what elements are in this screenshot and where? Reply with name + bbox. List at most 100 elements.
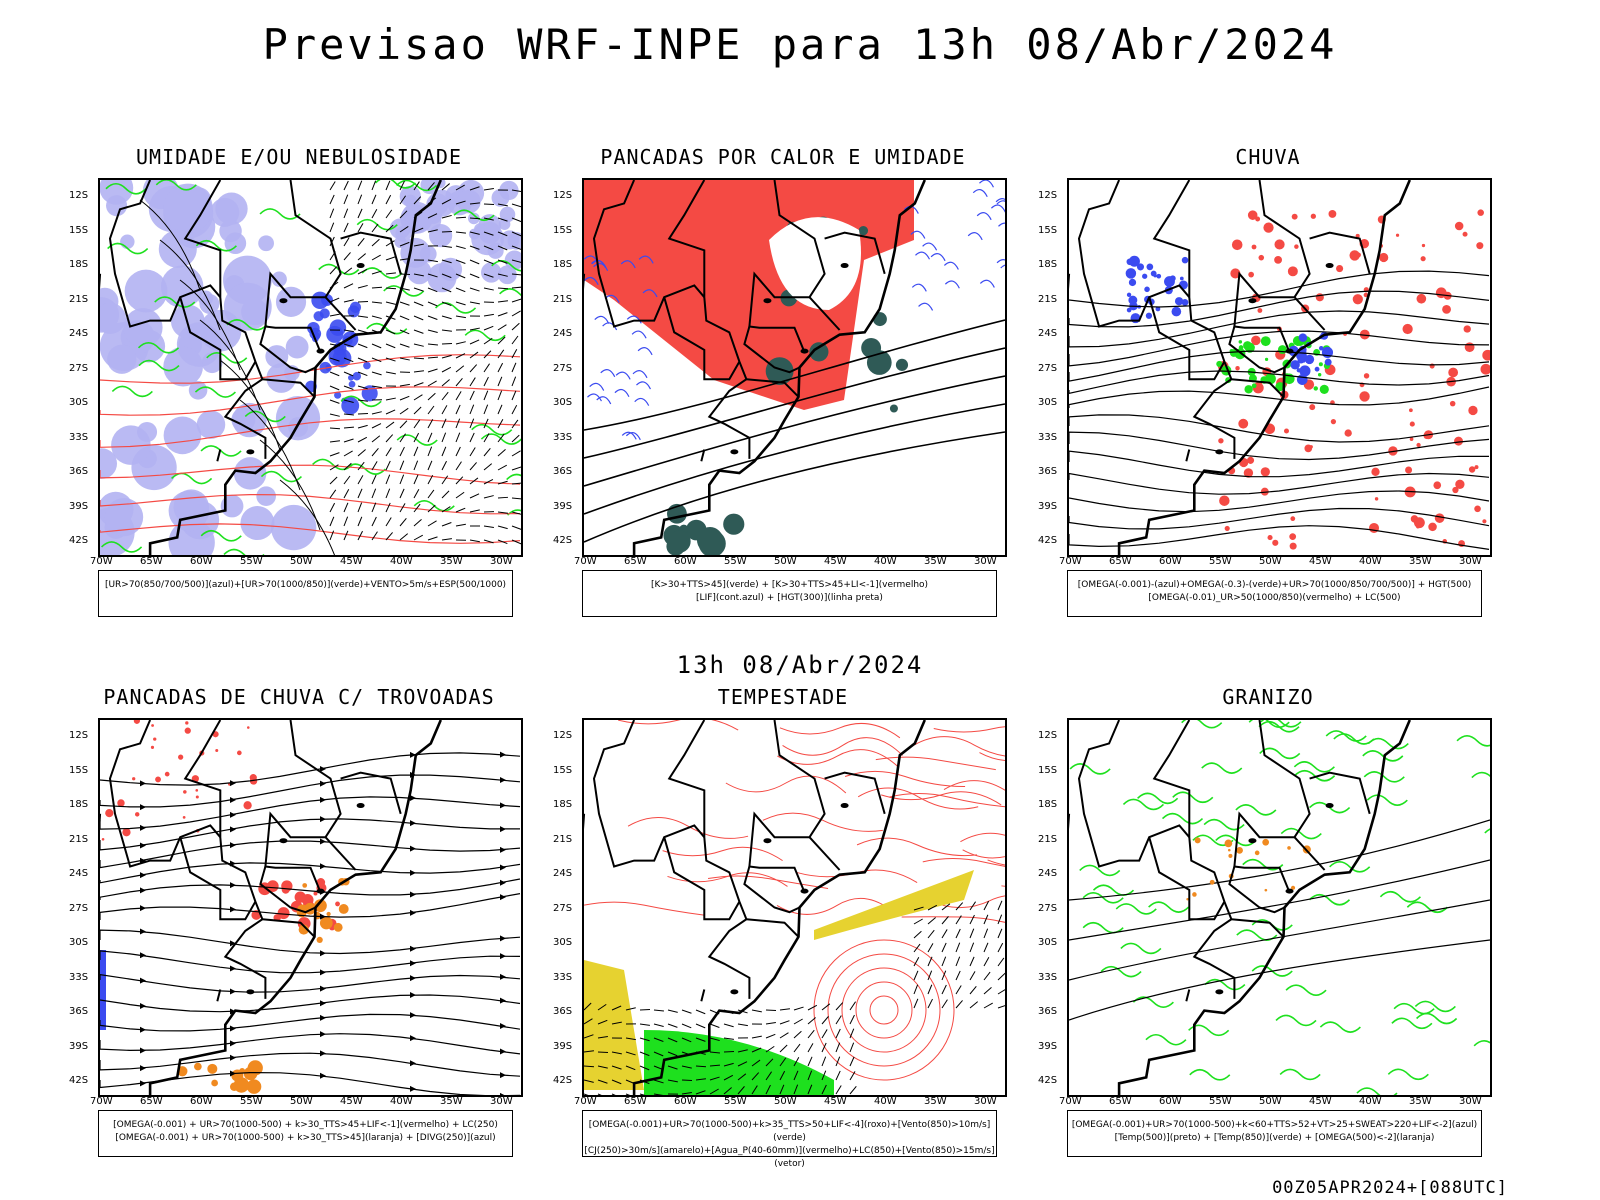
lon-tick: 35W [440, 556, 463, 567]
lat-tick: 30S [1038, 397, 1058, 408]
lon-tick: 70W [90, 556, 113, 567]
lat-tick: 39S [1038, 1040, 1058, 1052]
lon-tick: 50W [290, 1096, 313, 1107]
lon-tick: 45W [824, 556, 847, 567]
lon-tick: 50W [1259, 1096, 1282, 1107]
lat-tick: 39S [69, 1040, 89, 1052]
lon-tick: 40W [390, 556, 413, 567]
lon-tick: 30W [974, 1096, 997, 1107]
lat-tick: 42S [1038, 1075, 1058, 1086]
lon-tick: 35W [440, 1096, 463, 1107]
lon-tick: 45W [340, 556, 363, 567]
lon-tick: 60W [1159, 556, 1182, 567]
lat-tick: 27S [1038, 362, 1058, 374]
lon-tick: 55W [240, 1096, 263, 1107]
lat-tick: 36S [69, 466, 89, 477]
lon-tick: 55W [1209, 1096, 1232, 1107]
panel-title: PANCADAS POR CALOR E UMIDADE [600, 145, 966, 169]
lon-tick: 30W [974, 556, 997, 567]
map-svg [100, 180, 521, 555]
lon-tick: 45W [824, 1096, 847, 1107]
lat-tick: 42S [69, 1075, 89, 1086]
lon-tick: 65W [1109, 556, 1132, 567]
lat-tick: 18S [69, 259, 89, 270]
lat-tick: 24S [1038, 328, 1058, 339]
lon-tick: 40W [874, 1096, 897, 1107]
lat-tick: 27S [69, 362, 89, 374]
lon-tick: 60W [1159, 1096, 1182, 1107]
lat-tick: 36S [1038, 1006, 1058, 1017]
lat-tick: 33S [1038, 431, 1058, 443]
lat-tick: 36S [553, 1006, 573, 1017]
lon-tick: 40W [1359, 1096, 1382, 1107]
lon-tick: 70W [1059, 556, 1082, 567]
lon-tick: 65W [1109, 1096, 1132, 1107]
lat-tick: 18S [1038, 259, 1058, 270]
lon-tick: 70W [90, 1096, 113, 1107]
panel-umidade: UMIDADE E/OU NEBULOSIDADE 12S 15S 18S 21S 24S… [49, 145, 549, 625]
lat-tick: 18S [553, 259, 573, 270]
lat-tick: 39S [69, 500, 89, 512]
lat-tick: 42S [69, 535, 89, 546]
lon-tick: 35W [1409, 1096, 1432, 1107]
lat-tick: 36S [69, 1006, 89, 1017]
lat-tick: 12S [1038, 730, 1058, 741]
panel-title: PANCADAS DE CHUVA C/ TROVOADAS [103, 685, 495, 709]
lat-tick: 21S [1038, 293, 1058, 305]
lat-tick: 15S [1038, 764, 1058, 776]
lon-tick: 40W [1359, 556, 1382, 567]
lat-tick: 12S [1038, 190, 1058, 201]
lat-tick: 42S [1038, 535, 1058, 546]
lon-tick: 35W [1409, 556, 1432, 567]
lon-tick: 35W [924, 556, 947, 567]
lat-tick: 42S [553, 1075, 573, 1086]
lat-tick: 30S [1038, 937, 1058, 948]
map-svg [1069, 720, 1490, 1095]
lon-tick: 60W [674, 1096, 697, 1107]
lat-tick: 21S [553, 833, 573, 845]
lat-tick: 15S [1038, 224, 1058, 236]
lat-tick: 21S [553, 293, 573, 305]
lat-tick: 39S [1038, 500, 1058, 512]
lon-tick: 60W [190, 556, 213, 567]
lon-tick: 45W [1309, 556, 1332, 567]
panel-legend: [OMEGA(-0.001) + UR>70(1000-500) + k>30_… [98, 1110, 513, 1157]
lat-tick: 30S [69, 937, 89, 948]
lat-tick: 24S [69, 868, 89, 879]
lat-tick: 24S [1038, 868, 1058, 879]
lat-tick: 42S [553, 535, 573, 546]
lon-tick: 60W [674, 556, 697, 567]
map-svg [584, 180, 1005, 555]
lon-tick: 30W [1459, 556, 1482, 567]
lon-tick: 45W [1309, 1096, 1332, 1107]
lon-tick: 60W [190, 1096, 213, 1107]
lat-tick: 33S [553, 971, 573, 983]
panel-legend: [OMEGA(-0.001)-(azul)+OMEGA(-0.3)-(verde… [1067, 570, 1482, 617]
panel-legend: [OMEGA(-0.001)+UR>70(1000-500)+k>35_TTS>… [582, 1110, 997, 1169]
lon-tick: 65W [140, 1096, 163, 1107]
lat-tick: 18S [1038, 799, 1058, 810]
lat-tick: 24S [69, 328, 89, 339]
lat-tick: 12S [69, 190, 89, 201]
lat-tick: 12S [553, 190, 573, 201]
panel-title: UMIDADE E/OU NEBULOSIDADE [135, 145, 463, 169]
map-svg [1069, 180, 1490, 555]
panel-chuva: CHUVA 12S 15S 18S 21S 24S 27S 30S 33S 36S 39S 42S 70… [1018, 145, 1518, 625]
lat-tick: 15S [69, 224, 89, 236]
mid-date: 13h 08/Abr/2024 [676, 651, 924, 679]
lon-tick: 40W [390, 1096, 413, 1107]
panel-legend: [K>30+TTS>45](verde) + [K>30+TTS>45+LI<-… [582, 570, 997, 617]
lat-tick: 15S [553, 224, 573, 236]
lat-tick: 36S [1038, 466, 1058, 477]
map-area [582, 178, 1007, 557]
panel-legend: [UR>70(850/700/500)](azul)+[UR>70(1000/8… [98, 570, 513, 617]
lat-tick: 21S [1038, 833, 1058, 845]
lon-tick: 30W [490, 556, 513, 567]
lon-tick: 50W [290, 556, 313, 567]
lat-tick: 24S [553, 328, 573, 339]
panel-title: GRANIZO [1222, 685, 1314, 709]
map-svg [584, 720, 1005, 1095]
map-area [98, 718, 523, 1097]
lon-tick: 55W [724, 556, 747, 567]
lon-tick: 40W [874, 556, 897, 567]
